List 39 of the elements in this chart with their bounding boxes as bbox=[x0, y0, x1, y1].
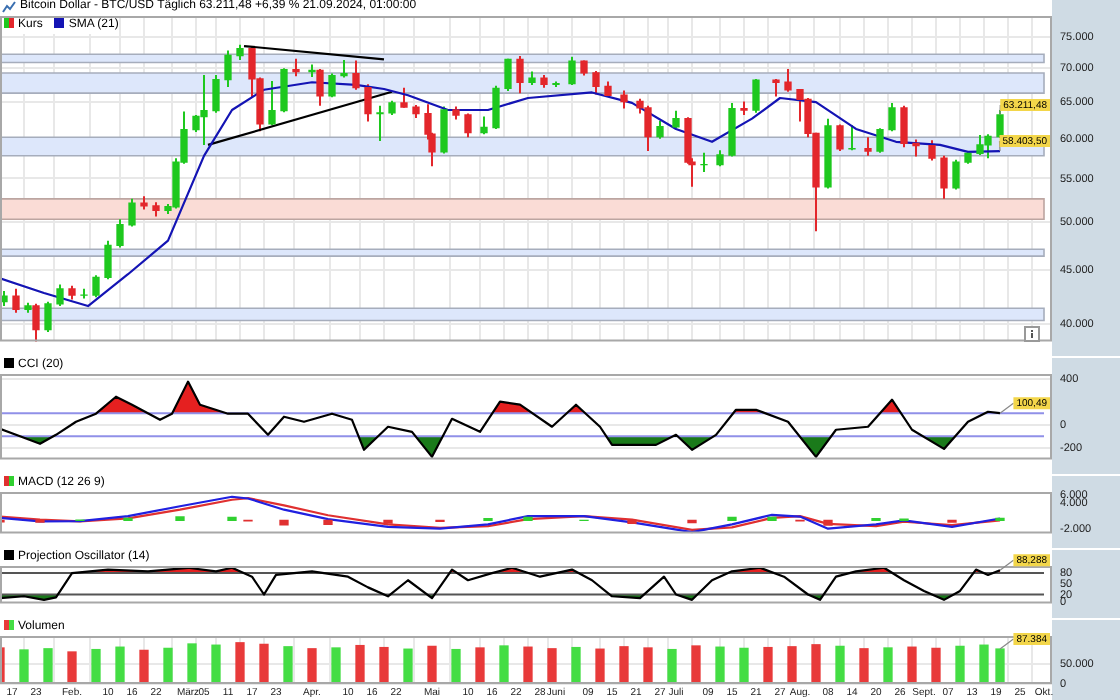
candlestick bbox=[492, 84, 500, 130]
candlestick bbox=[644, 104, 652, 153]
candlestick bbox=[128, 197, 136, 228]
candlestick bbox=[280, 67, 288, 114]
candlestick bbox=[928, 139, 936, 162]
candlestick bbox=[592, 69, 600, 96]
candlestick bbox=[784, 68, 792, 93]
candlestick bbox=[364, 83, 372, 123]
candlestick bbox=[888, 101, 896, 133]
candlestick bbox=[316, 68, 324, 107]
candlestick bbox=[400, 86, 408, 109]
candlestick bbox=[900, 104, 908, 149]
candlestick bbox=[268, 79, 276, 127]
candlestick bbox=[504, 57, 512, 93]
candlestick bbox=[752, 77, 760, 114]
candlestick bbox=[940, 154, 948, 200]
candlestick bbox=[952, 158, 960, 191]
candlestick bbox=[200, 73, 208, 146]
candlestick bbox=[44, 300, 52, 334]
candlestick bbox=[212, 73, 220, 114]
candlestick bbox=[620, 89, 628, 110]
candlestick bbox=[116, 218, 124, 249]
candlestick bbox=[728, 101, 736, 158]
candlestick bbox=[12, 287, 20, 314]
candlestick bbox=[352, 59, 360, 91]
candlestick bbox=[864, 136, 872, 157]
candlestick bbox=[56, 283, 64, 308]
candlestick bbox=[516, 55, 524, 95]
candlestick bbox=[976, 133, 984, 157]
candlestick bbox=[876, 127, 884, 154]
candlestick bbox=[440, 105, 448, 155]
candlestick bbox=[104, 239, 112, 281]
candlestick bbox=[224, 49, 232, 88]
candlestick bbox=[32, 302, 40, 343]
candlestick bbox=[376, 104, 384, 143]
candlestick bbox=[984, 133, 992, 160]
candlestick bbox=[92, 274, 100, 299]
candlestick bbox=[836, 123, 844, 153]
candlestick bbox=[568, 55, 576, 86]
